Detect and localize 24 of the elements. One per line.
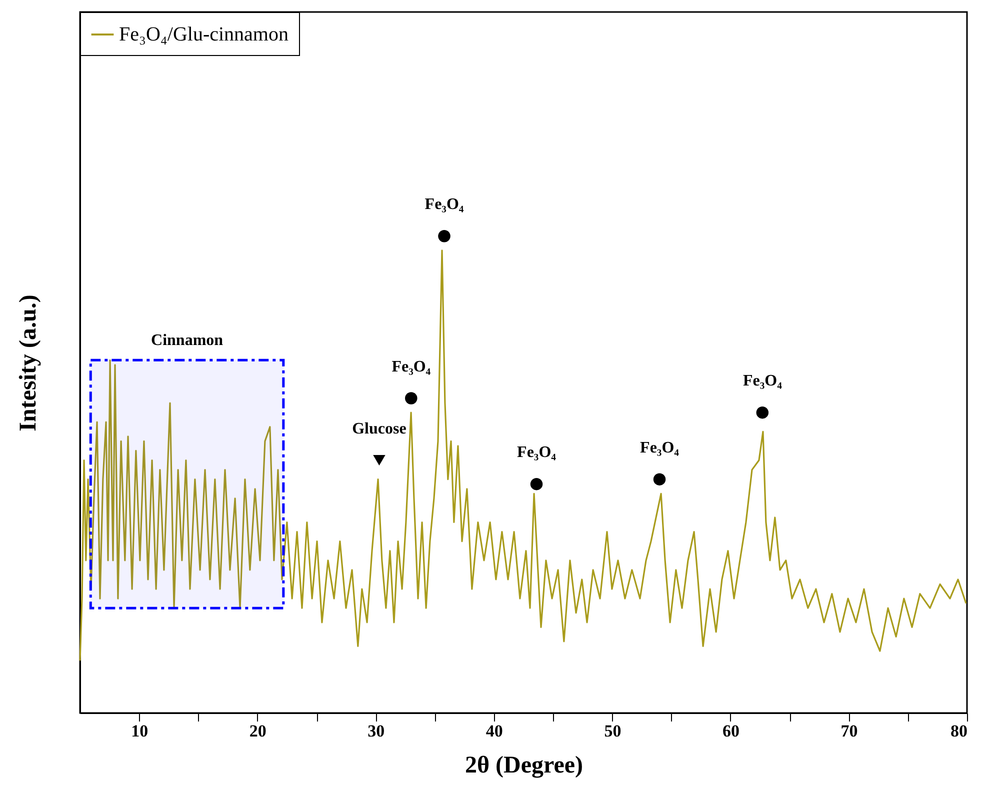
point xyxy=(438,230,450,242)
x-tick-label: 70 xyxy=(840,722,858,740)
x-tick-label: 30 xyxy=(368,722,385,740)
point xyxy=(530,478,543,490)
x-tick-label: 50 xyxy=(604,722,622,740)
point xyxy=(653,473,666,486)
annotation: Glucose xyxy=(352,420,406,438)
x-axis-title: 2θ (Degree) xyxy=(464,752,584,778)
annotation: Fe₃O₄ xyxy=(424,196,464,214)
band-label: Cinnamon xyxy=(151,332,224,350)
x-tick-label: 40 xyxy=(486,722,503,740)
x-tick-label: 80 xyxy=(950,722,968,740)
annotation: Fe₃O₄ xyxy=(517,444,556,462)
annotation: Fe₃O₄ xyxy=(640,439,680,456)
x-tick-label: 60 xyxy=(722,722,740,740)
point xyxy=(373,454,386,466)
point xyxy=(756,406,769,419)
point xyxy=(405,392,418,404)
y-axis-title: Intesity (a.u.) xyxy=(16,294,42,432)
legend-label: Fe₃O₄/Glu-cinnamon xyxy=(119,24,288,46)
annotation: Fe₃O₄ xyxy=(392,358,431,376)
x-tick-label: 10 xyxy=(131,722,148,740)
annotation: Fe₃O₄ xyxy=(742,372,782,390)
x-tick-label: 20 xyxy=(249,722,266,740)
